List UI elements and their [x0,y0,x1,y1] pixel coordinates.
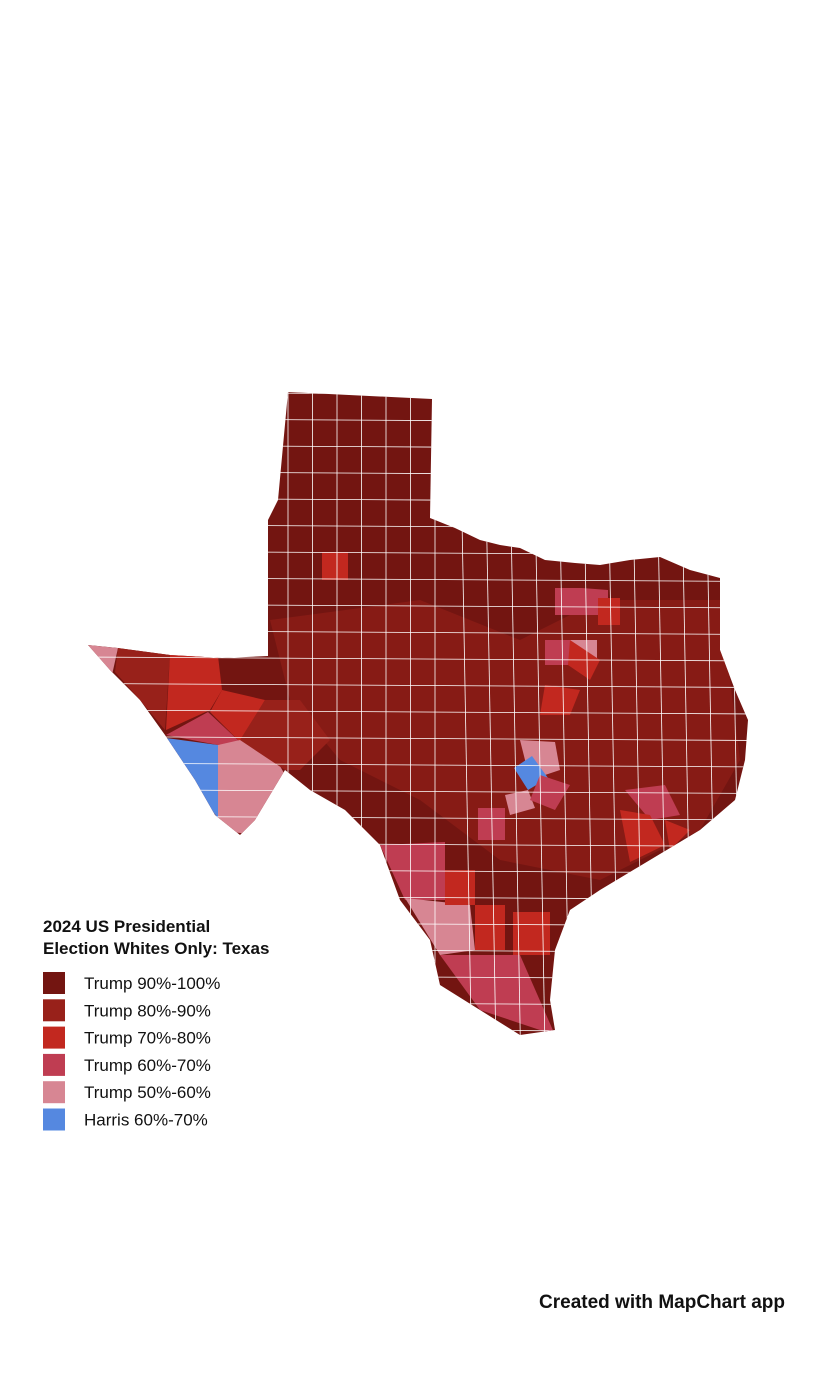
legend-title: Election Whites Only: Texas [43,939,269,958]
county [210,690,265,742]
county-border [88,709,748,715]
county [166,738,218,818]
county [88,645,118,675]
legend-swatch [43,1026,65,1049]
county-border [88,736,748,741]
county [115,648,170,730]
county [505,790,535,815]
legend-swatch [43,999,65,1022]
legend: Trump 90%-100% Trump 80%-90% Trump 70%-80%… [43,972,220,1131]
legend-title: 2024 US Presidential [43,917,210,936]
county [545,640,572,665]
county [513,912,550,955]
county-group [270,600,740,880]
county [440,955,555,1035]
county [240,700,330,770]
county [540,685,580,715]
county [665,820,690,850]
legend-swatch [43,972,65,994]
county-border [88,683,748,688]
county [620,810,665,862]
county [555,588,582,615]
county-border [88,656,748,662]
county [405,898,475,955]
county-border [88,762,748,768]
legend-swatch [43,1108,65,1131]
county [322,552,348,580]
legend-swatch [43,1081,65,1104]
county [598,598,620,625]
county-border [88,392,748,397]
county [445,870,475,905]
legend-label: Harris 60%-70% [84,1111,208,1130]
county [475,905,505,950]
legend-label: Trump 90%-100% [84,974,220,993]
county-border [754,380,766,1050]
legend-label: Trump 60%-70% [84,1056,211,1075]
footer: Created with MapChart app [539,1292,785,1313]
county [166,654,222,730]
legend-swatch [43,1053,65,1076]
legend-label: Trump 70%-80% [84,1029,211,1048]
legend-label: Trump 80%-90% [84,1001,211,1020]
legend-label: Trump 50%-60% [84,1083,211,1102]
county [478,808,505,840]
